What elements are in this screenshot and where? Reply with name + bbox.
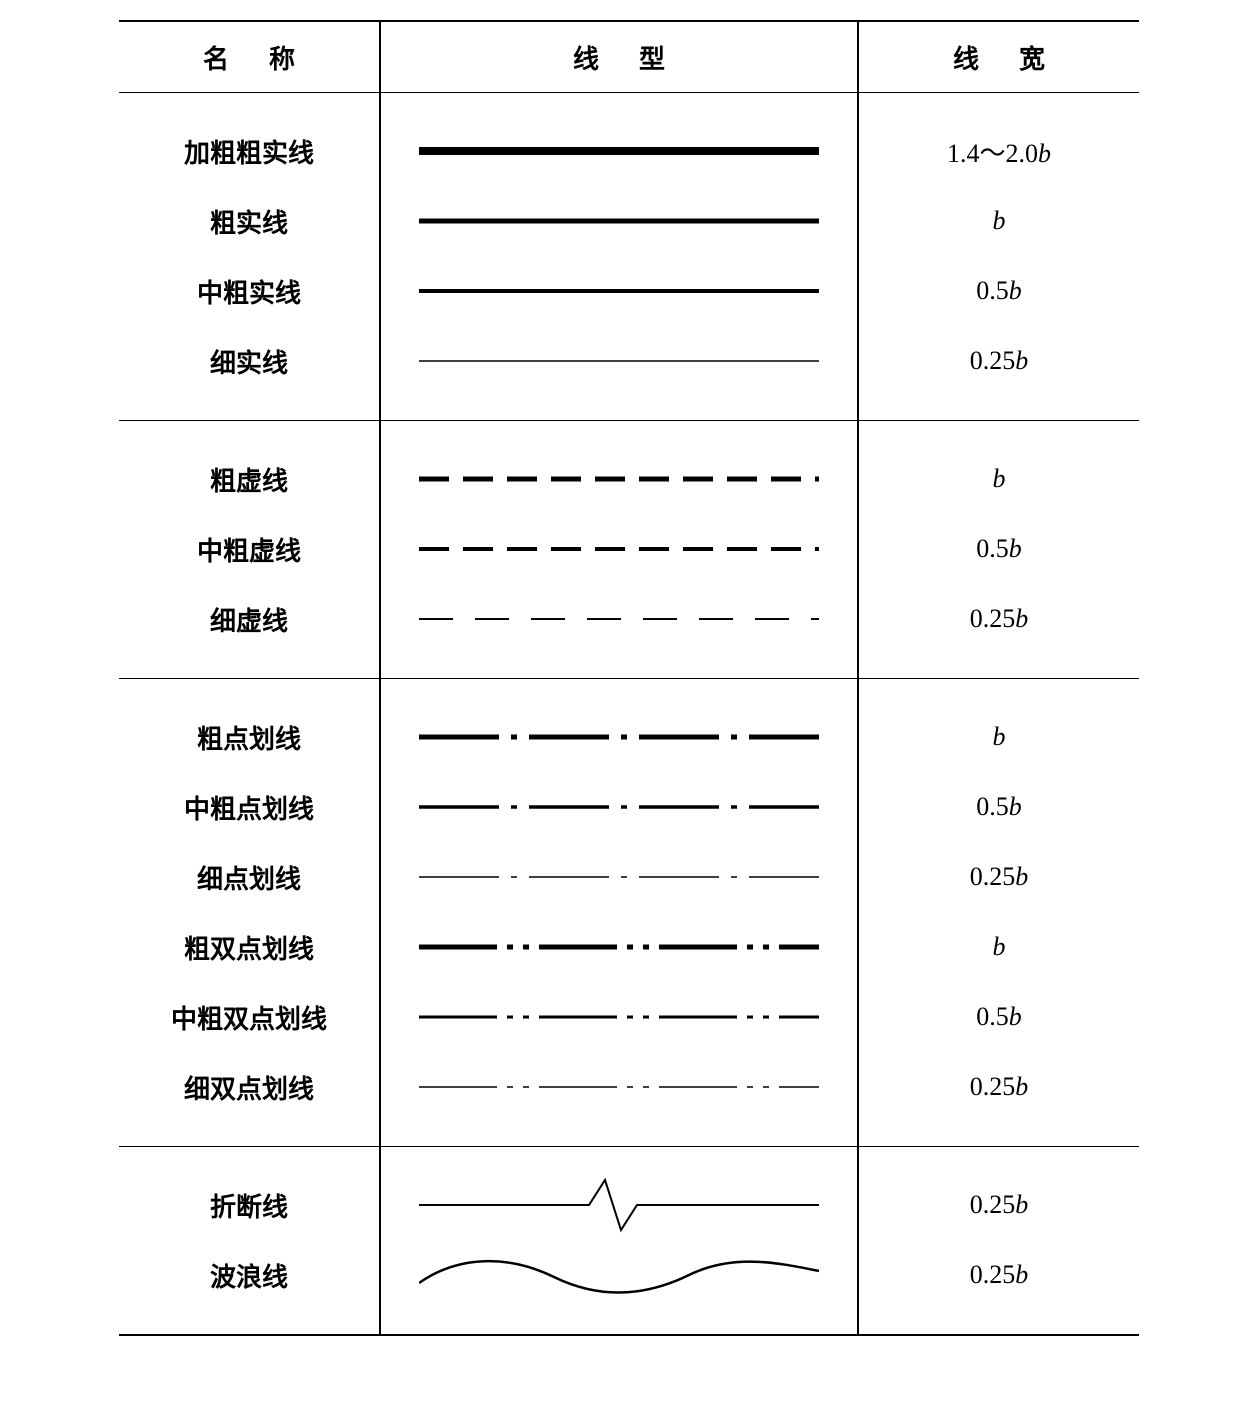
line-width: 0.5b xyxy=(976,534,1022,564)
line-sample xyxy=(419,519,819,579)
line-name: 折断线 xyxy=(210,1187,288,1224)
line-width: 1.4～2.0b xyxy=(947,133,1051,170)
header-row: 名称 线型 线宽 xyxy=(119,20,1139,92)
line-width: b xyxy=(993,722,1006,752)
table-row: 细实线 0.25b xyxy=(119,326,1139,396)
line-sample xyxy=(419,1175,819,1235)
line-sample xyxy=(419,917,819,977)
line-width: 0.5b xyxy=(976,1002,1022,1032)
table-row: 折断线 0.25b xyxy=(119,1170,1139,1240)
table-row: 细双点划线 0.25b xyxy=(119,1052,1139,1122)
line-width: b xyxy=(993,206,1006,236)
line-name: 中粗实线 xyxy=(197,273,301,310)
group-separator xyxy=(119,420,1139,444)
line-sample xyxy=(419,987,819,1047)
group-spacer xyxy=(119,654,1139,678)
group-separator xyxy=(119,92,1139,116)
line-sample xyxy=(419,331,819,391)
group-spacer xyxy=(119,1122,1139,1146)
line-name: 细点划线 xyxy=(197,859,301,896)
table-row: 中粗点划线 0.5b xyxy=(119,772,1139,842)
table-row: 细点划线 0.25b xyxy=(119,842,1139,912)
line-name: 细实线 xyxy=(210,343,288,380)
group-spacer xyxy=(119,1310,1139,1334)
line-sample xyxy=(419,777,819,837)
table-row: 细虚线 0.25b xyxy=(119,584,1139,654)
line-width: 0.25b xyxy=(970,862,1029,892)
header-name: 名称 xyxy=(119,22,379,92)
line-name: 粗点划线 xyxy=(197,719,301,756)
line-name: 波浪线 xyxy=(210,1257,288,1294)
group-separator xyxy=(119,1146,1139,1170)
line-sample xyxy=(419,1057,819,1117)
table-row: 粗虚线 b xyxy=(119,444,1139,514)
header-type: 线型 xyxy=(379,22,859,92)
line-type-table: 名称 线型 线宽 加粗粗实线 1.4～2.0b 粗实线 b 中粗实线 0.5b 细实线 0.2… xyxy=(119,20,1139,1336)
group-separator xyxy=(119,678,1139,702)
line-sample xyxy=(419,1245,819,1305)
line-sample xyxy=(419,847,819,907)
line-sample xyxy=(419,589,819,649)
line-name: 中粗双点划线 xyxy=(171,999,327,1036)
bottom-border xyxy=(119,1334,1139,1336)
table-row: 中粗实线 0.5b xyxy=(119,256,1139,326)
line-name: 细双点划线 xyxy=(184,1069,314,1106)
table-row: 中粗双点划线 0.5b xyxy=(119,982,1139,1052)
line-sample xyxy=(419,121,819,181)
line-width: b xyxy=(993,464,1006,494)
line-name: 粗虚线 xyxy=(210,461,288,498)
line-name: 粗实线 xyxy=(210,203,288,240)
table-row: 粗实线 b xyxy=(119,186,1139,256)
line-width: 0.25b xyxy=(970,1072,1029,1102)
header-width: 线宽 xyxy=(859,22,1139,92)
line-width: 0.25b xyxy=(970,1190,1029,1220)
line-sample xyxy=(419,449,819,509)
line-width: 0.25b xyxy=(970,346,1029,376)
table-row: 波浪线 0.25b xyxy=(119,1240,1139,1310)
line-sample xyxy=(419,191,819,251)
line-width: 0.25b xyxy=(970,1260,1029,1290)
line-width: b xyxy=(993,932,1006,962)
line-sample xyxy=(419,707,819,767)
line-name: 中粗点划线 xyxy=(184,789,314,826)
line-sample xyxy=(419,261,819,321)
line-width: 0.5b xyxy=(976,792,1022,822)
line-width: 0.5b xyxy=(976,276,1022,306)
line-width: 0.25b xyxy=(970,604,1029,634)
table-row: 中粗虚线 0.5b xyxy=(119,514,1139,584)
table-row: 加粗粗实线 1.4～2.0b xyxy=(119,116,1139,186)
group-spacer xyxy=(119,396,1139,420)
line-name: 中粗虚线 xyxy=(197,531,301,568)
table-row: 粗点划线 b xyxy=(119,702,1139,772)
line-name: 加粗粗实线 xyxy=(184,133,314,170)
table-row: 粗双点划线 b xyxy=(119,912,1139,982)
line-name: 粗双点划线 xyxy=(184,929,314,966)
line-name: 细虚线 xyxy=(210,601,288,638)
